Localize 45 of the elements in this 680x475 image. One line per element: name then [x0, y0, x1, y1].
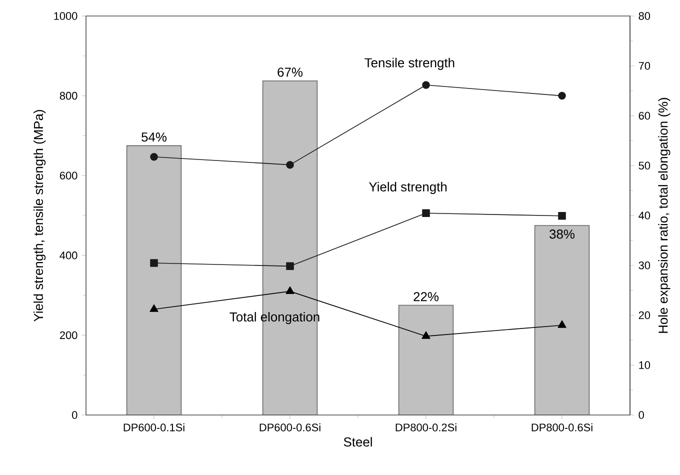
y2-tick-label: 20 [638, 311, 650, 320]
y2-tick-label: 30 [638, 262, 650, 270]
x-tick-label: DP600-0.6Si [260, 423, 320, 432]
point [422, 209, 430, 217]
point [150, 152, 158, 161]
y2-tick-label: 50 [638, 162, 650, 170]
data-label: 38% [550, 230, 575, 239]
y2-tick-label: 0 [638, 411, 644, 419]
data-label: 22% [414, 292, 439, 302]
x-tick-label: DP800-0.6Si [532, 423, 592, 432]
bar [534, 225, 590, 415]
y-tick-label: 1000 [54, 12, 78, 20]
y2-tick-label: 60 [638, 112, 650, 120]
x-axis-title: Steel [344, 437, 372, 447]
y2-tick-label: 40 [638, 212, 650, 220]
point [422, 331, 430, 339]
bar [262, 80, 318, 415]
data-label: 67% [278, 68, 303, 77]
y2-tick-label: 10 [639, 361, 650, 370]
point [150, 259, 158, 267]
x-tick-label: DP600-0.1Si [124, 423, 184, 432]
point [286, 160, 294, 169]
y-tick-label: 400 [60, 252, 78, 260]
point [558, 320, 566, 328]
point [422, 81, 430, 89]
bar [126, 145, 182, 415]
y-axis-title: Yield strength, tensile strength (MPa) [34, 110, 46, 322]
point [558, 92, 566, 100]
series-label: Yield strength [368, 182, 447, 194]
y-tick-label: 600 [60, 172, 78, 180]
y2-axis-title: Hole expansion ratio, total elongation (%) [658, 98, 670, 333]
bar [398, 304, 454, 415]
y-tick-label: 800 [60, 92, 78, 100]
point [558, 212, 566, 220]
point [150, 304, 158, 312]
series-label: Tensile strength [364, 58, 454, 70]
point [286, 286, 294, 294]
y-tick-label: 0 [72, 411, 78, 419]
series-label: Total elongation [230, 312, 320, 324]
point [286, 262, 294, 270]
x-tick-label: DP800-0.2Si [396, 423, 456, 432]
y-tick-label: 200 [60, 331, 78, 340]
y2-tick-label: 80 [638, 12, 650, 20]
data-label: 54% [142, 132, 167, 142]
y2-tick-label: 70 [638, 62, 650, 70]
